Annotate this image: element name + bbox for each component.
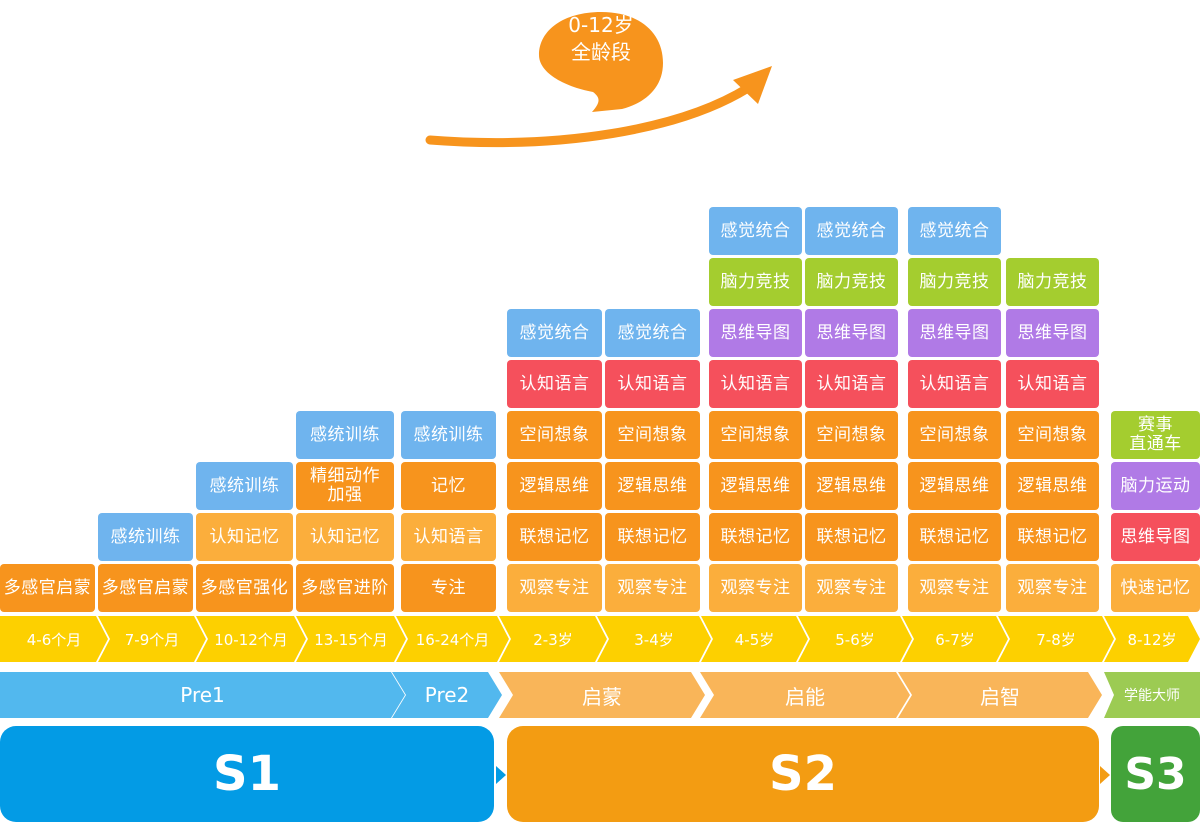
stage-connector-chevron <box>1100 766 1110 784</box>
course-box: 思维导图 <box>805 309 898 357</box>
course-box: 思维导图 <box>709 309 802 357</box>
age-badge: 0-12岁 全龄段 <box>541 12 661 66</box>
course-box: 观察专注 <box>908 564 1001 612</box>
course-box: 观察专注 <box>805 564 898 612</box>
phase-5: 启智 <box>898 672 1102 718</box>
course-box: 记忆 <box>401 462 496 510</box>
course-box: 感觉统合 <box>908 207 1001 255</box>
course-box: 认知记忆 <box>196 513 293 561</box>
course-box: 逻辑思维 <box>507 462 602 510</box>
stage-s1: S1 <box>0 726 494 822</box>
course-box: 感觉统合 <box>805 207 898 255</box>
age-tick: 16-24个月 <box>396 616 509 662</box>
course-box: 联想记忆 <box>805 513 898 561</box>
stage-connector-chevron <box>496 766 506 784</box>
course-box: 联想记忆 <box>605 513 700 561</box>
age-tick: 7-9个月 <box>98 616 206 662</box>
course-box: 思维导图 <box>1111 513 1200 561</box>
course-box: 感觉统合 <box>507 309 602 357</box>
age-tick: 13-15个月 <box>296 616 406 662</box>
course-box: 观察专注 <box>709 564 802 612</box>
age-tick: 4-6个月 <box>0 616 108 662</box>
course-box: 逻辑思维 <box>1006 462 1099 510</box>
phase-2: Pre2 <box>392 672 502 718</box>
age-tick: 5-6岁 <box>798 616 912 662</box>
course-box: 脑力竞技 <box>1006 258 1099 306</box>
course-box: 空间想象 <box>1006 411 1099 459</box>
course-box: 多感官强化 <box>196 564 293 612</box>
course-box: 空间想象 <box>709 411 802 459</box>
course-box: 感统训练 <box>196 462 293 510</box>
course-box: 脑力竞技 <box>805 258 898 306</box>
course-box: 脑力竞技 <box>908 258 1001 306</box>
age-badge-line1: 0-12岁 <box>568 13 634 37</box>
course-box: 联想记忆 <box>709 513 802 561</box>
age-tick: 8-12岁 <box>1104 616 1200 662</box>
growth-arrow-shaft <box>425 83 753 148</box>
course-box: 空间想象 <box>507 411 602 459</box>
course-box: 观察专注 <box>1006 564 1099 612</box>
age-tick: 2-3岁 <box>499 616 607 662</box>
course-box: 认知语言 <box>908 360 1001 408</box>
course-box: 感统训练 <box>98 513 193 561</box>
course-box: 空间想象 <box>908 411 1001 459</box>
phase-1: Pre1 <box>0 672 405 718</box>
phase-6: 学能大师 <box>1104 672 1200 718</box>
course-box: 思维导图 <box>908 309 1001 357</box>
course-box: 专注 <box>401 564 496 612</box>
course-box: 脑力竞技 <box>709 258 802 306</box>
course-box: 感统训练 <box>401 411 496 459</box>
course-box: 思维导图 <box>1006 309 1099 357</box>
course-box: 精细动作 加强 <box>296 462 394 510</box>
course-box: 感觉统合 <box>709 207 802 255</box>
course-box: 认知记忆 <box>296 513 394 561</box>
course-box: 快速记忆 <box>1111 564 1200 612</box>
course-box: 空间想象 <box>605 411 700 459</box>
stage-s2: S2 <box>507 726 1099 822</box>
course-box: 感统训练 <box>296 411 394 459</box>
course-box: 逻辑思维 <box>709 462 802 510</box>
age-badge-line2: 全龄段 <box>571 40 631 64</box>
course-box: 空间想象 <box>805 411 898 459</box>
course-box: 多感官进阶 <box>296 564 394 612</box>
course-box: 认知语言 <box>805 360 898 408</box>
course-box: 认知语言 <box>709 360 802 408</box>
age-tick: 4-5岁 <box>701 616 808 662</box>
course-box: 赛事 直通车 <box>1111 411 1200 459</box>
course-box: 逻辑思维 <box>908 462 1001 510</box>
growth-arrow-head <box>733 66 772 104</box>
course-box: 认知语言 <box>605 360 700 408</box>
course-box: 观察专注 <box>507 564 602 612</box>
course-box: 联想记忆 <box>1006 513 1099 561</box>
course-box: 认知语言 <box>1006 360 1099 408</box>
phase-4: 启能 <box>700 672 910 718</box>
course-box: 多感官启蒙 <box>0 564 95 612</box>
phase-3: 启蒙 <box>499 672 705 718</box>
course-box: 认知语言 <box>507 360 602 408</box>
course-box: 感觉统合 <box>605 309 700 357</box>
course-box: 脑力运动 <box>1111 462 1200 510</box>
age-tick: 3-4岁 <box>597 616 711 662</box>
age-tick: 6-7岁 <box>902 616 1008 662</box>
course-box: 逻辑思维 <box>805 462 898 510</box>
course-box: 联想记忆 <box>908 513 1001 561</box>
course-box: 多感官启蒙 <box>98 564 193 612</box>
age-tick: 7-8岁 <box>998 616 1114 662</box>
course-box: 逻辑思维 <box>605 462 700 510</box>
stage-s3: S3 <box>1111 726 1200 822</box>
course-box: 联想记忆 <box>507 513 602 561</box>
course-box: 认知语言 <box>401 513 496 561</box>
course-box: 观察专注 <box>605 564 700 612</box>
age-tick: 10-12个月 <box>196 616 306 662</box>
